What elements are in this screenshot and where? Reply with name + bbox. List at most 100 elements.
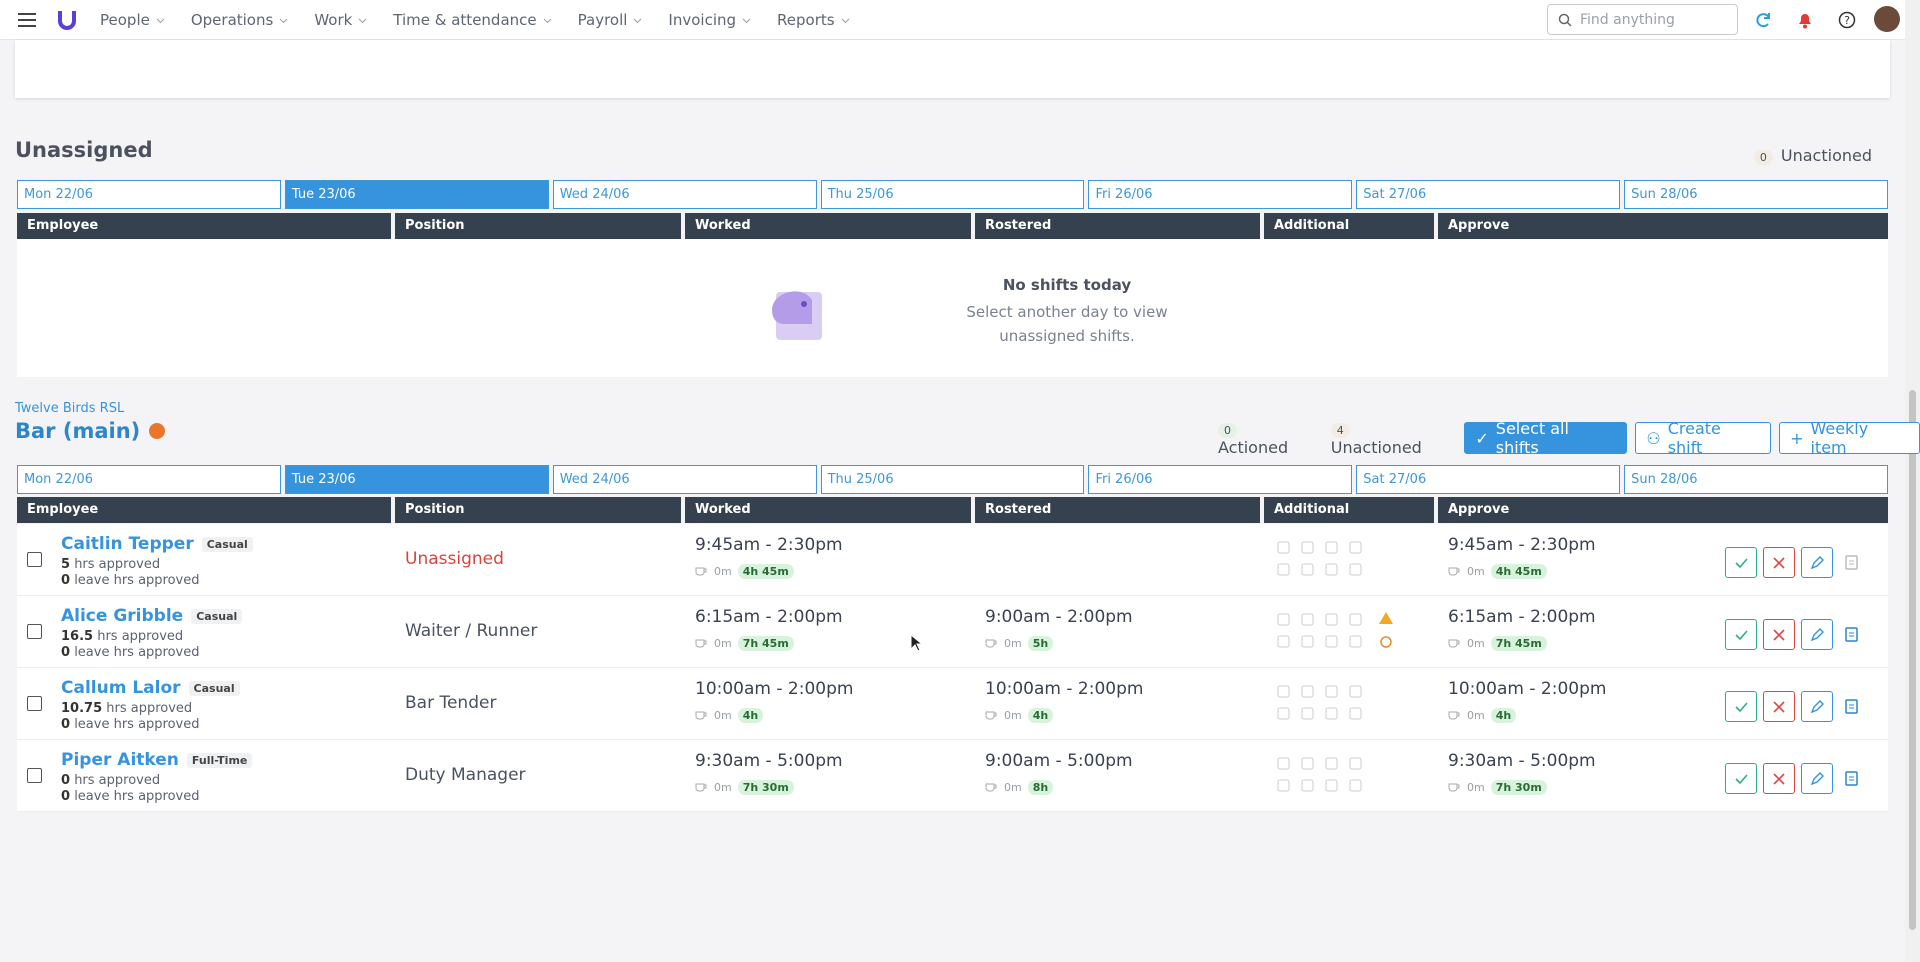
position: Waiter / Runner	[405, 621, 538, 641]
location[interactable]: Twelve Birds RSL	[15, 401, 125, 416]
checkbox[interactable]	[27, 768, 42, 783]
day-tab[interactable]: Wed 24/06	[552, 465, 817, 494]
logo[interactable]	[56, 8, 78, 32]
area-icon	[148, 423, 165, 439]
day-tab[interactable]: Sun 28/06	[1624, 180, 1889, 209]
column-header: Position	[395, 497, 681, 523]
day-tab[interactable]: Fri 26/06	[1088, 465, 1353, 494]
section-title: Unassigned	[15, 138, 153, 162]
employment-type: Casual	[188, 680, 240, 696]
rostered-cell: 9:00am - 5:00pm 0m 8h	[975, 740, 1260, 812]
leave: 0	[61, 645, 71, 660]
nav-label: Reports	[777, 10, 835, 29]
day-tabs: Mon 22/06 Tue 23/06 Wed 24/06 Thu 25/06 Fri …	[17, 180, 1889, 209]
nav-item[interactable]: Payroll	[578, 11, 643, 29]
shift-break: 0m 4h 45m	[695, 564, 794, 579]
checkbox[interactable]	[27, 696, 42, 711]
day-tab[interactable]: Fri 26/06	[1088, 180, 1353, 209]
button-label: Create shift	[1667, 419, 1721, 457]
help-icon[interactable]: ?	[1838, 11, 1856, 29]
reject-button[interactable]	[1763, 763, 1795, 794]
unactioned-count: 0 Unactioned	[1753, 146, 1872, 165]
day-tab[interactable]: Thu 25/06	[820, 465, 1085, 494]
hours-label: hrs approved	[74, 557, 161, 572]
shift-time: 9:45am - 2:30pm	[1448, 535, 1596, 555]
day-tab[interactable]: Sat 27/06	[1356, 180, 1621, 209]
table-header: Employee Position Worked Rostered Additional…	[17, 213, 1888, 239]
leave-approved: 0 leave hrs approved	[61, 789, 200, 804]
checkbox[interactable]	[27, 552, 42, 567]
break-length: 0m	[1467, 637, 1485, 650]
refresh-icon[interactable]	[1753, 10, 1773, 30]
reject-button[interactable]	[1763, 619, 1795, 650]
checkbox[interactable]	[27, 624, 42, 639]
shift-break: 0m 7h 45m	[1448, 636, 1547, 651]
day-tab[interactable]: Mon 22/06	[17, 180, 281, 209]
count-label: Unactioned	[1780, 146, 1872, 165]
employee-name[interactable]: Caitlin Tepper	[61, 534, 194, 554]
break-length: 0m	[1467, 709, 1485, 722]
nav-label: Invoicing	[668, 10, 737, 29]
hours-label: hrs approved	[97, 629, 184, 644]
nav-item[interactable]: Time & attendance	[393, 11, 551, 29]
top-nav: People Operations Work Time & attendance Pay…	[0, 0, 1905, 40]
employee-name[interactable]: Callum Lalor	[61, 678, 181, 698]
employee-name[interactable]: Alice Gribble	[61, 606, 184, 626]
shift-break: 0m 7h 30m	[695, 780, 794, 795]
search-box[interactable]: Find anything	[1547, 4, 1738, 35]
approve-button[interactable]	[1725, 763, 1757, 794]
position-cell: Unassigned	[395, 524, 681, 596]
scrollbar[interactable]	[1905, 0, 1920, 962]
additional-icons	[1277, 757, 1362, 792]
break-length: 0m	[714, 781, 732, 794]
approve-button[interactable]	[1725, 619, 1757, 650]
nav-item[interactable]: Work	[314, 11, 367, 29]
nav-item[interactable]: Invoicing	[668, 11, 751, 29]
day-tab[interactable]: Thu 25/06	[820, 180, 1085, 209]
create-shift-button[interactable]: ⚇ Create shift	[1635, 419, 1772, 457]
edit-button[interactable]	[1801, 691, 1833, 722]
edit-button[interactable]	[1801, 763, 1833, 794]
timesheet-button[interactable]	[1844, 699, 1860, 719]
avatar[interactable]	[1874, 6, 1900, 32]
menu-icon[interactable]	[18, 12, 38, 27]
edit-button[interactable]	[1801, 547, 1833, 578]
weekly-item-button[interactable]: + Weekly item	[1779, 419, 1920, 457]
day-tab[interactable]: Tue 23/06	[284, 180, 549, 209]
timesheet-button[interactable]	[1844, 771, 1860, 791]
column-header: Approve	[1438, 213, 1888, 239]
day-tab[interactable]: Tue 23/06	[284, 465, 549, 494]
employee-name[interactable]: Piper Aitken	[61, 750, 179, 770]
reject-button[interactable]	[1763, 547, 1795, 578]
day-tab[interactable]: Sun 28/06	[1624, 465, 1889, 494]
empty-illustration	[772, 291, 822, 340]
shift-total: 4h 45m	[1490, 564, 1547, 579]
select-all-button[interactable]: ✓ Select all shifts	[1464, 419, 1628, 457]
bell-icon[interactable]	[1796, 11, 1814, 29]
position-cell: Bar Tender	[395, 668, 681, 740]
shift-rows: Caitlin Tepper Casual 5 hrs approved 0 leav…	[17, 524, 1888, 812]
rostered-cell: 9:00am - 2:00pm 0m 5h	[975, 596, 1260, 668]
shift-total: 4h	[737, 708, 764, 723]
nav-item[interactable]: People	[100, 11, 165, 29]
day-tab[interactable]: Sat 27/06	[1356, 465, 1621, 494]
timesheet-button[interactable]	[1844, 555, 1860, 575]
approve-button[interactable]	[1725, 691, 1757, 722]
nav-item[interactable]: Operations	[191, 11, 288, 29]
approve-cell: 10:00am - 2:00pm 0m 4h	[1438, 668, 1888, 740]
day-tab[interactable]: Wed 24/06	[552, 180, 817, 209]
day-tab[interactable]: Mon 22/06	[17, 465, 281, 494]
reject-button[interactable]	[1763, 691, 1795, 722]
approve-button[interactable]	[1725, 547, 1757, 578]
nav-label: People	[100, 10, 150, 29]
employee-cell: Alice Gribble Casual 16.5 hrs approved 0 le…	[17, 596, 391, 668]
worked-cell: 9:45am - 2:30pm 0m 4h 45m	[685, 524, 971, 596]
column-header: Position	[395, 213, 681, 239]
nav-item[interactable]: Reports	[777, 11, 850, 29]
employee: Caitlin Tepper Casual	[61, 534, 253, 554]
nav-label: Payroll	[577, 10, 628, 29]
edit-button[interactable]	[1801, 619, 1833, 650]
hours: 0	[61, 773, 71, 788]
timesheet-button[interactable]	[1844, 627, 1860, 647]
column-header: Approve	[1438, 497, 1888, 523]
